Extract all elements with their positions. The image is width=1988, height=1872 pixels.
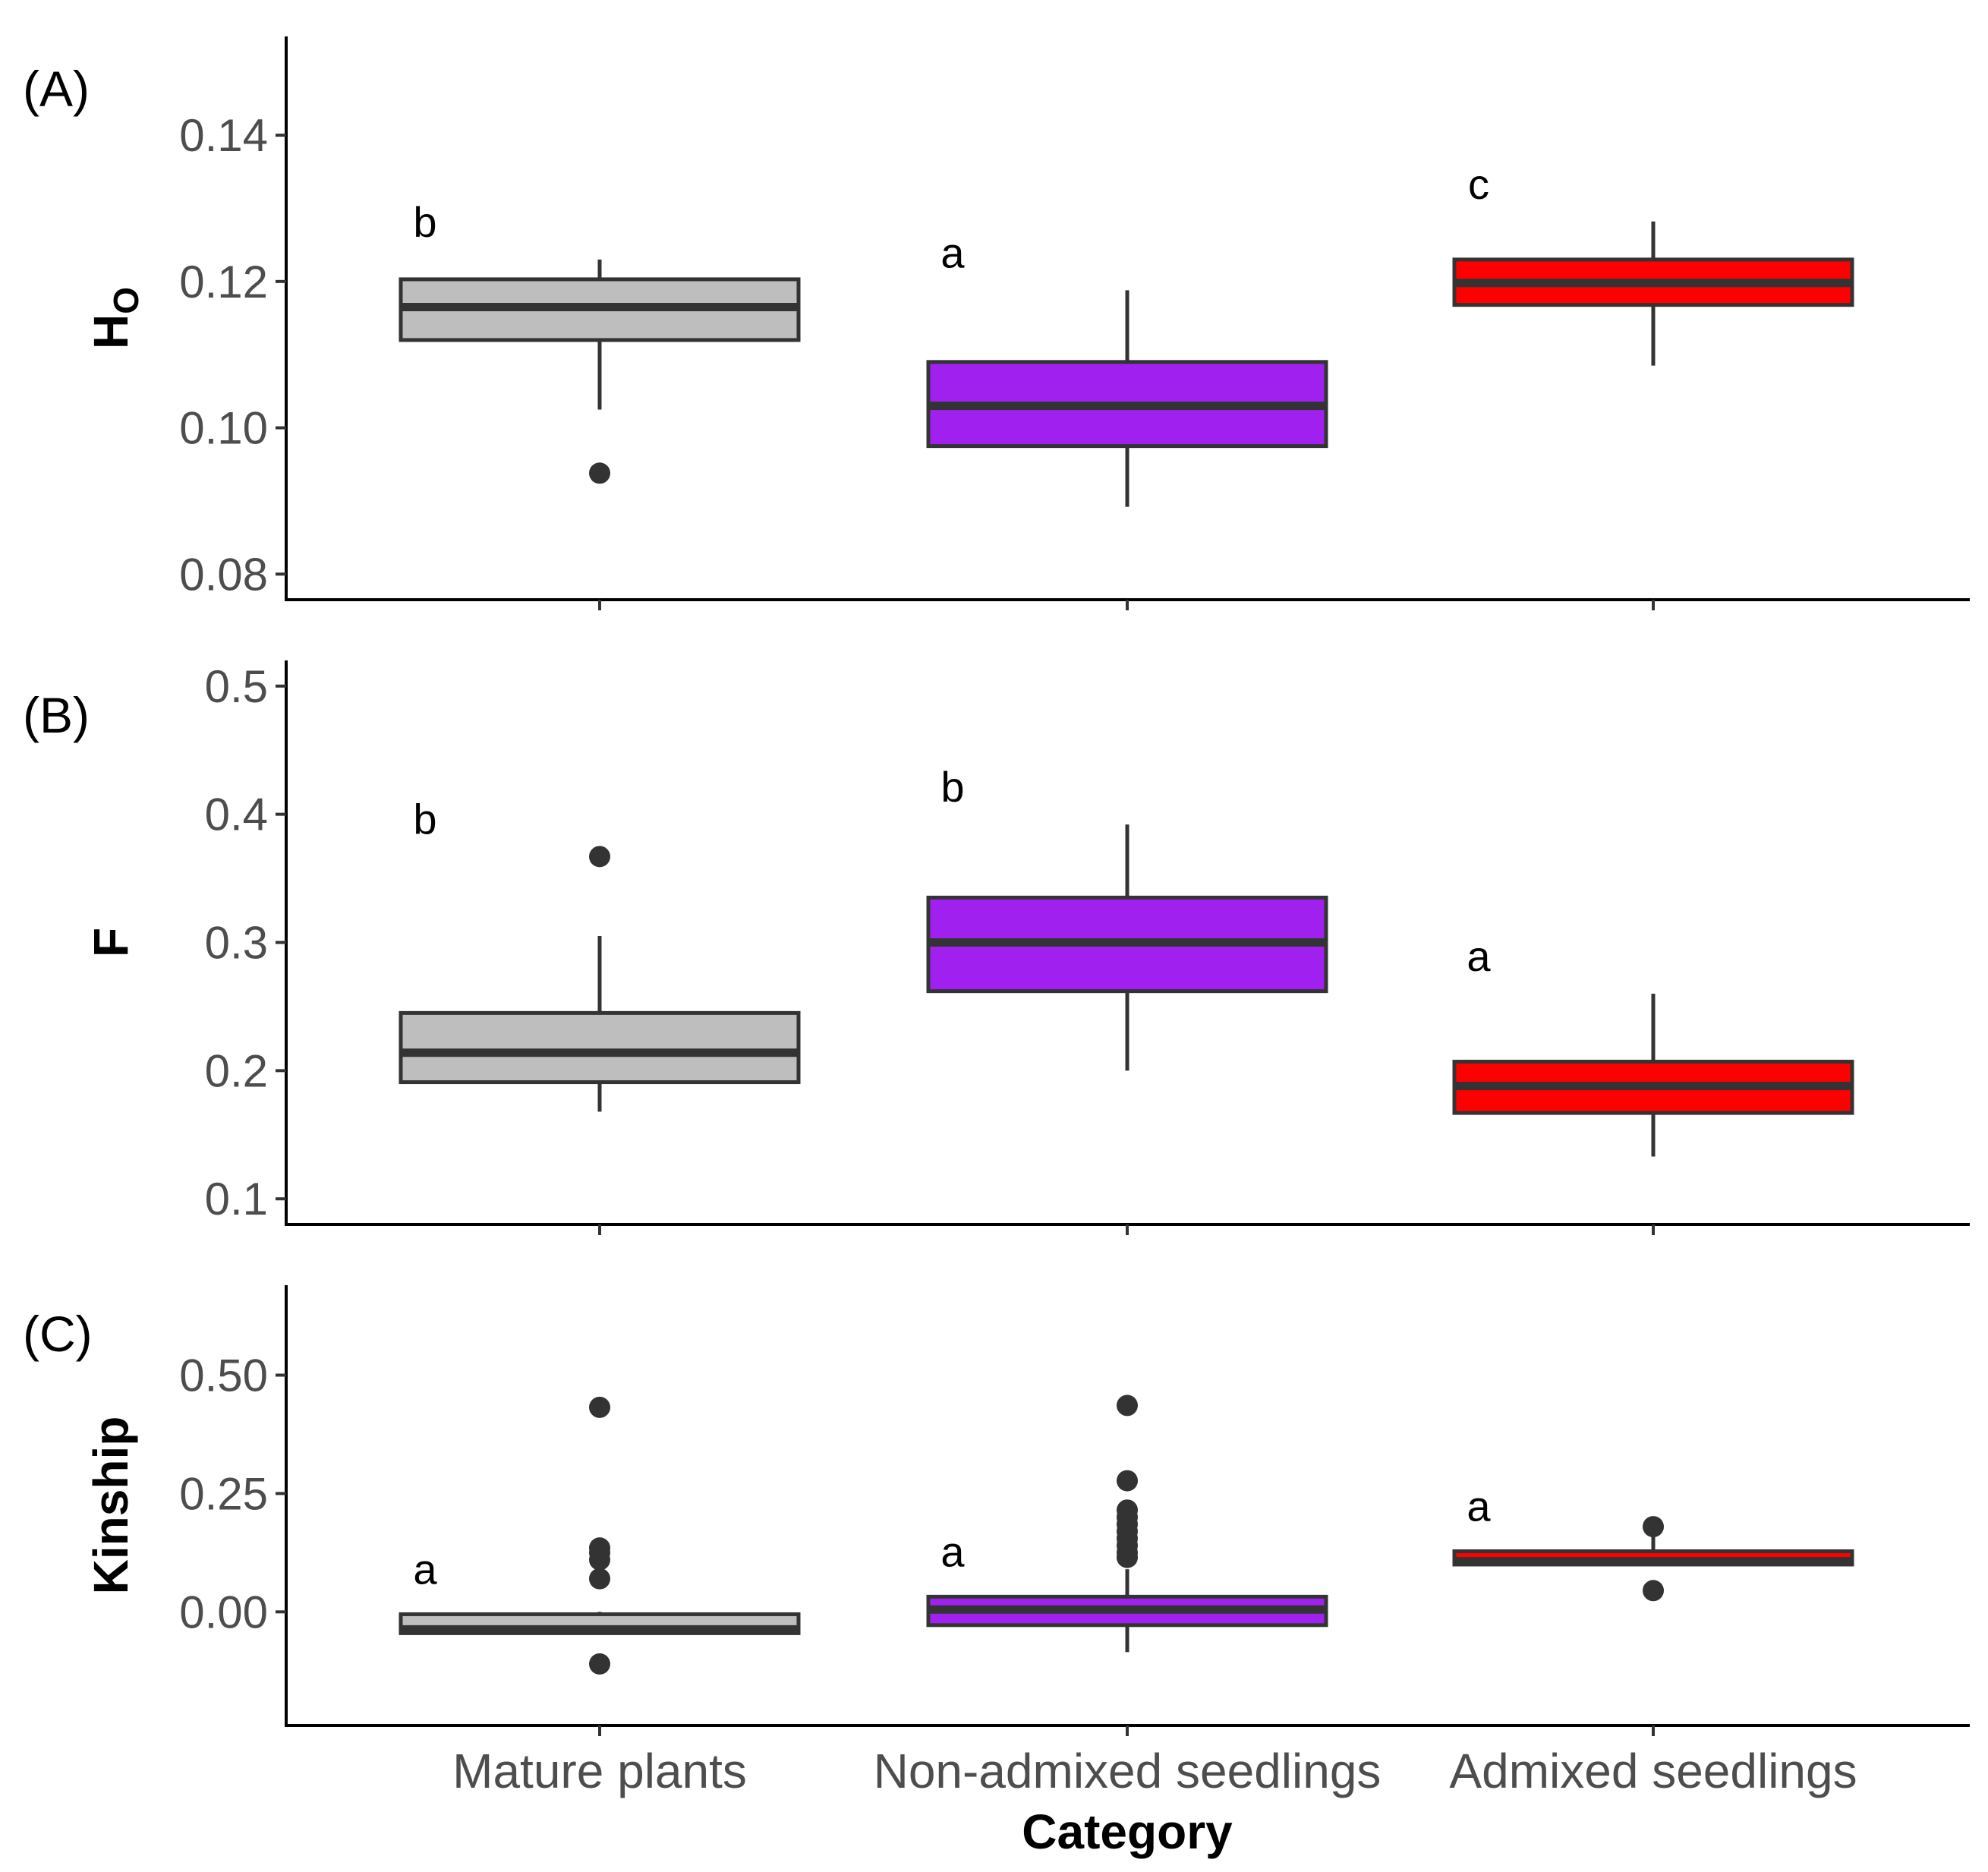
outlier-point: [589, 1653, 610, 1675]
outlier-point: [1643, 1516, 1664, 1538]
outlier-point: [1117, 1395, 1138, 1417]
significance-letter: c: [1468, 160, 1489, 208]
y-tick-label: 0.14: [179, 110, 268, 161]
panel-c: (C) 0.00 0.25 0.50 Kinship a a a: [23, 1285, 1970, 1736]
significance-letter: a: [1467, 932, 1491, 980]
y-axis-title: Kinship: [83, 1417, 138, 1595]
y-axis-title-main: F: [83, 928, 138, 957]
box-non-admixed-seedlings: b: [926, 763, 1328, 1071]
significance-letter: a: [1467, 1482, 1491, 1530]
significance-letter: b: [940, 763, 964, 811]
panel-b: (B) 0.1 0.2 0.3 0.4 0.5 Fb b a: [23, 660, 1970, 1235]
box-mature-plants: b: [399, 198, 801, 484]
y-tick-label: 0.2: [205, 1045, 268, 1096]
outlier-point: [589, 1396, 610, 1418]
significance-letter: a: [940, 228, 965, 276]
x-category-label: Admixed seedlings: [1449, 1744, 1857, 1798]
y-tick-label: 0.25: [179, 1468, 268, 1519]
outlier-point: [589, 1568, 610, 1590]
y-axis-title-subscript: O: [106, 287, 146, 314]
y-axis-title: HO: [83, 287, 146, 349]
y-tick-label: 0.12: [179, 257, 268, 307]
y-tick-label: 0.50: [179, 1350, 268, 1401]
y-axis-title-main: H: [83, 314, 138, 349]
y-tick-label: 0.4: [205, 789, 268, 840]
box-mature-plants: a: [399, 1396, 801, 1675]
outlier-point: [1117, 1470, 1138, 1492]
y-tick-label: 0.1: [205, 1174, 268, 1224]
box-non-admixed-seedlings: a: [926, 1395, 1328, 1653]
y-axis-title-main: Kinship: [83, 1417, 138, 1595]
outlier-point: [1117, 1546, 1138, 1568]
panel-tag: (A): [23, 61, 90, 117]
outlier-point: [589, 462, 610, 484]
x-category-label: Mature plants: [452, 1744, 747, 1798]
significance-letter: a: [940, 1527, 965, 1575]
box-admixed-seedlings: a: [1452, 932, 1854, 1157]
significance-letter: b: [413, 795, 436, 843]
y-tick-label: 0.00: [179, 1587, 268, 1637]
x-axis-title: Category: [1022, 1804, 1233, 1859]
outlier-point: [1643, 1580, 1664, 1602]
x-category-label: Non-admixed seedlings: [874, 1744, 1382, 1798]
box-mature-plants: b: [399, 795, 801, 1112]
significance-letter: a: [413, 1545, 437, 1593]
y-tick-label: 0.08: [179, 549, 268, 600]
significance-letter: b: [413, 198, 436, 246]
box-admixed-seedlings: c: [1452, 160, 1854, 366]
box-iqr: [399, 1010, 801, 1085]
y-tick-label: 0.5: [205, 661, 268, 712]
outlier-point: [589, 1549, 610, 1571]
box-non-admixed-seedlings: a: [926, 228, 1328, 507]
y-tick-label: 0.3: [205, 918, 268, 969]
outlier-point: [589, 846, 610, 868]
y-axis-title: F: [83, 928, 138, 957]
y-tick-label: 0.10: [179, 403, 268, 454]
panel-tag: (C): [23, 1306, 93, 1362]
box-admixed-seedlings: a: [1452, 1482, 1854, 1602]
panel-tag: (B): [23, 687, 90, 743]
